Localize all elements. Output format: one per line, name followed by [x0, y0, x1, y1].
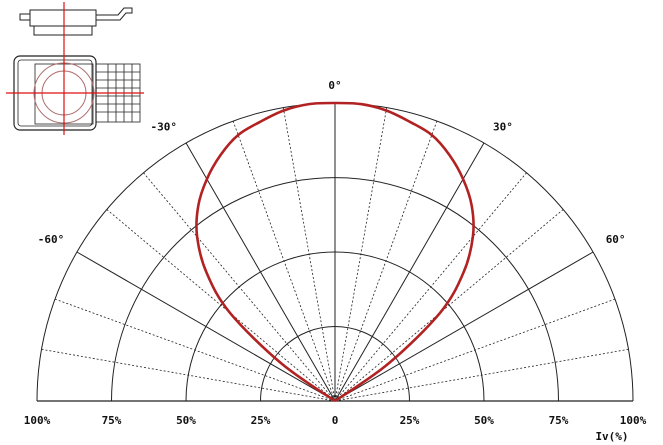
- radius-tick-label-right: 50%: [474, 414, 494, 427]
- series-line-0: [195, 101, 475, 403]
- radius-tick-label-left: 50%: [176, 414, 196, 427]
- radius-center-label: 0: [332, 414, 339, 427]
- radius-arc-50: [185, 251, 485, 402]
- radius-tick-label-left: 75%: [102, 414, 122, 427]
- polar-grid: [36, 102, 634, 402]
- radius-tick-label-left: 25%: [251, 414, 271, 427]
- axis-unit-label: Iv(%): [595, 430, 628, 443]
- series-layer: [195, 101, 475, 403]
- radius-tick-label-right: 100%: [620, 414, 647, 427]
- tick-labels: 0° 30° -30° 60° -60° 100% 75% 50% 25% 0 25% 50% 75% 1…: [24, 79, 647, 443]
- angle-tick-label: 30°: [493, 120, 513, 133]
- radius-arc-75: [111, 177, 559, 402]
- led-package-drawing-icon: [6, 2, 144, 135]
- angle-tick-label: 0°: [328, 79, 341, 92]
- angle-tick-label: 60°: [606, 233, 626, 246]
- angle-tick-label: -60°: [38, 233, 65, 246]
- radius-tick-label-left: 100%: [24, 414, 51, 427]
- radius-tick-label-right: 25%: [400, 414, 420, 427]
- radius-arc-25: [260, 326, 410, 402]
- radius-tick-label-right: 75%: [549, 414, 569, 427]
- angle-tick-label: -30°: [151, 120, 178, 133]
